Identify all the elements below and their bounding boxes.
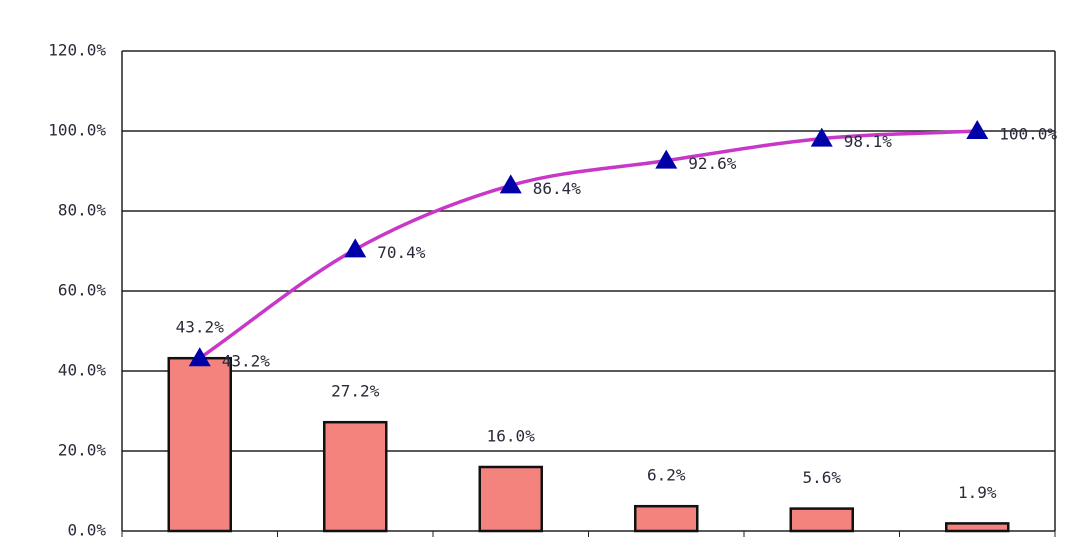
bar-label: 5.6% xyxy=(802,468,841,487)
bar-label: 16.0% xyxy=(487,427,536,446)
line-label: 100.0% xyxy=(999,125,1057,144)
y-tick-label: 0.0% xyxy=(67,521,106,538)
line-marker xyxy=(188,347,211,367)
line-marker xyxy=(966,120,989,139)
bar-label: 1.9% xyxy=(958,483,997,502)
bar-label: 27.2% xyxy=(331,382,380,401)
bar xyxy=(323,420,388,533)
bar xyxy=(945,522,1010,533)
bar xyxy=(634,504,699,533)
y-tick-label: 120.0% xyxy=(48,41,106,60)
y-tick-label: 60.0% xyxy=(58,281,107,300)
bar xyxy=(478,465,543,533)
y-tick-label: 100.0% xyxy=(48,121,106,140)
cumulative-line xyxy=(198,129,978,360)
line-marker xyxy=(810,127,833,147)
line-label: 92.6% xyxy=(688,154,737,173)
bar xyxy=(789,507,854,533)
y-tick-label: 40.0% xyxy=(58,361,107,380)
line-marker xyxy=(655,149,678,169)
bar xyxy=(167,356,232,533)
line-marker xyxy=(499,174,522,194)
bar-label: 43.2% xyxy=(176,318,225,337)
line-label: 86.4% xyxy=(533,179,582,198)
y-tick-label: 80.0% xyxy=(58,201,107,220)
line-label: 43.2% xyxy=(222,352,271,371)
line-marker xyxy=(344,238,367,258)
line-label: 98.1% xyxy=(844,132,893,151)
line-label: 70.4% xyxy=(377,243,426,262)
bar-label: 6.2% xyxy=(647,466,686,485)
y-tick-label: 20.0% xyxy=(58,441,107,460)
